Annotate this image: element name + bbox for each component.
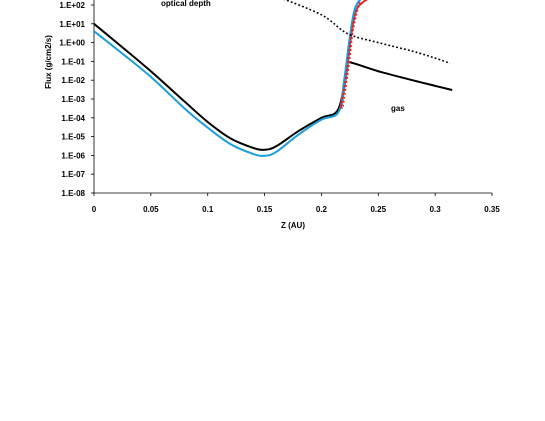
y-tick-label: 1.E+02	[59, 1, 85, 10]
x-tick-label: 0.3	[430, 205, 442, 214]
y-tick-label: 1.E+01	[59, 20, 85, 29]
y-tick-label: 1.E-05	[61, 133, 85, 142]
y-tick-label: 1.E-08	[61, 189, 85, 198]
x-axis-title: Z (AU)	[281, 221, 305, 230]
x-tick-label: 0.25	[370, 205, 386, 214]
x-tick-label: 0	[92, 205, 97, 214]
y-axis-title: Flux (g/cm2/s)	[44, 35, 53, 89]
series-line-0	[94, 23, 349, 151]
x-tick-label: 0.35	[484, 205, 500, 214]
series-line-2	[94, 0, 362, 157]
annotation-optical-depth: optical depth	[161, 0, 211, 8]
y-tick-label: 1.E-02	[61, 76, 85, 85]
x-tick-label: 0.1	[202, 205, 214, 214]
series-line-3	[339, 0, 368, 109]
y-tick-label: 1.E-04	[61, 114, 85, 123]
x-tick-label: 0.2	[316, 205, 328, 214]
y-tick-label: 1.E-03	[61, 95, 85, 104]
x-tick-label: 0.05	[143, 205, 159, 214]
series-line-5	[342, 0, 362, 107]
y-tick-label: 1.E-06	[61, 151, 85, 160]
y-tick-label: 1.E+00	[59, 39, 85, 48]
series-layer	[94, 0, 453, 157]
series-line-4	[341, 0, 360, 109]
y-tick-label: 1.E-01	[61, 57, 85, 66]
axes-layer	[93, 0, 492, 194]
annotation-gas: gas	[391, 104, 405, 113]
y-tick-label: 1.E-07	[61, 170, 85, 179]
series-line-6	[283, 0, 451, 64]
x-tick-label: 0.15	[257, 205, 273, 214]
ticks-layer: 0 0.05 0.1 0.15 0.2 0.25 0.3 0.35 1.E-08 1.E-07 1.…	[59, 1, 500, 214]
series-line-1	[345, 61, 453, 92]
